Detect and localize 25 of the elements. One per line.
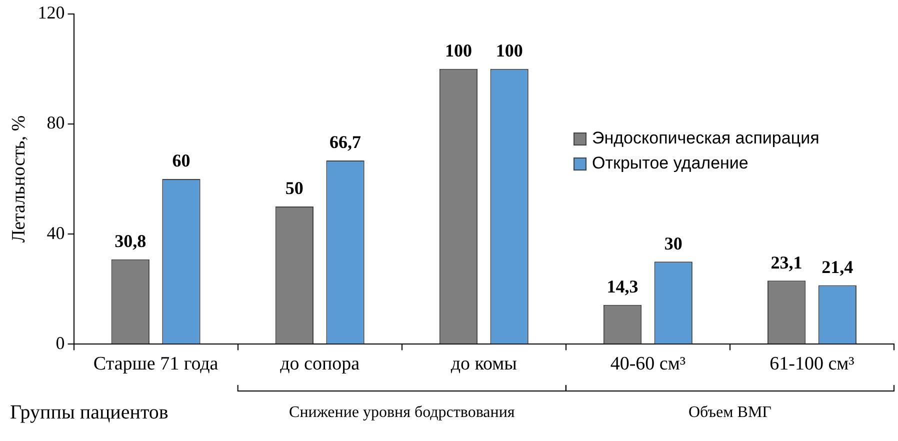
- text: Снижение уровня бодрствования: [289, 404, 516, 422]
- data-label: 23,1: [770, 252, 802, 272]
- data-label: 21,4: [822, 256, 854, 277]
- y-tick-label: 0: [56, 332, 65, 353]
- data-label: 14,3: [606, 276, 638, 296]
- text: Объем ВМГ: [688, 404, 772, 422]
- x-tick-label: до комы: [450, 354, 518, 375]
- data-label: 50: [285, 178, 304, 198]
- x-tick-label: Старше 71 года: [93, 354, 219, 375]
- data-label: 100: [496, 40, 523, 61]
- x-tick-label: до сопора: [280, 354, 360, 375]
- x-tick-label: 61-100 см³: [770, 354, 855, 375]
- y-axis-title: Летальность, %: [8, 115, 30, 243]
- y-tick-label: 40: [46, 222, 65, 243]
- data-label: 30: [664, 233, 682, 254]
- data-label: 60: [172, 150, 190, 171]
- data-label: 66,7: [330, 132, 362, 152]
- legend-label: Открытое удаление: [592, 154, 748, 173]
- y-tick-label: 120: [38, 2, 65, 23]
- x-tick-label: 40-60 см³: [610, 354, 686, 375]
- y-tick-label: 80: [46, 112, 65, 133]
- x-axis-title: Группы пациентов: [10, 401, 168, 424]
- legend-label: Эндоскопическая аспирация: [592, 128, 820, 148]
- data-label: 100: [444, 40, 472, 61]
- data-label: 30,8: [114, 231, 146, 252]
